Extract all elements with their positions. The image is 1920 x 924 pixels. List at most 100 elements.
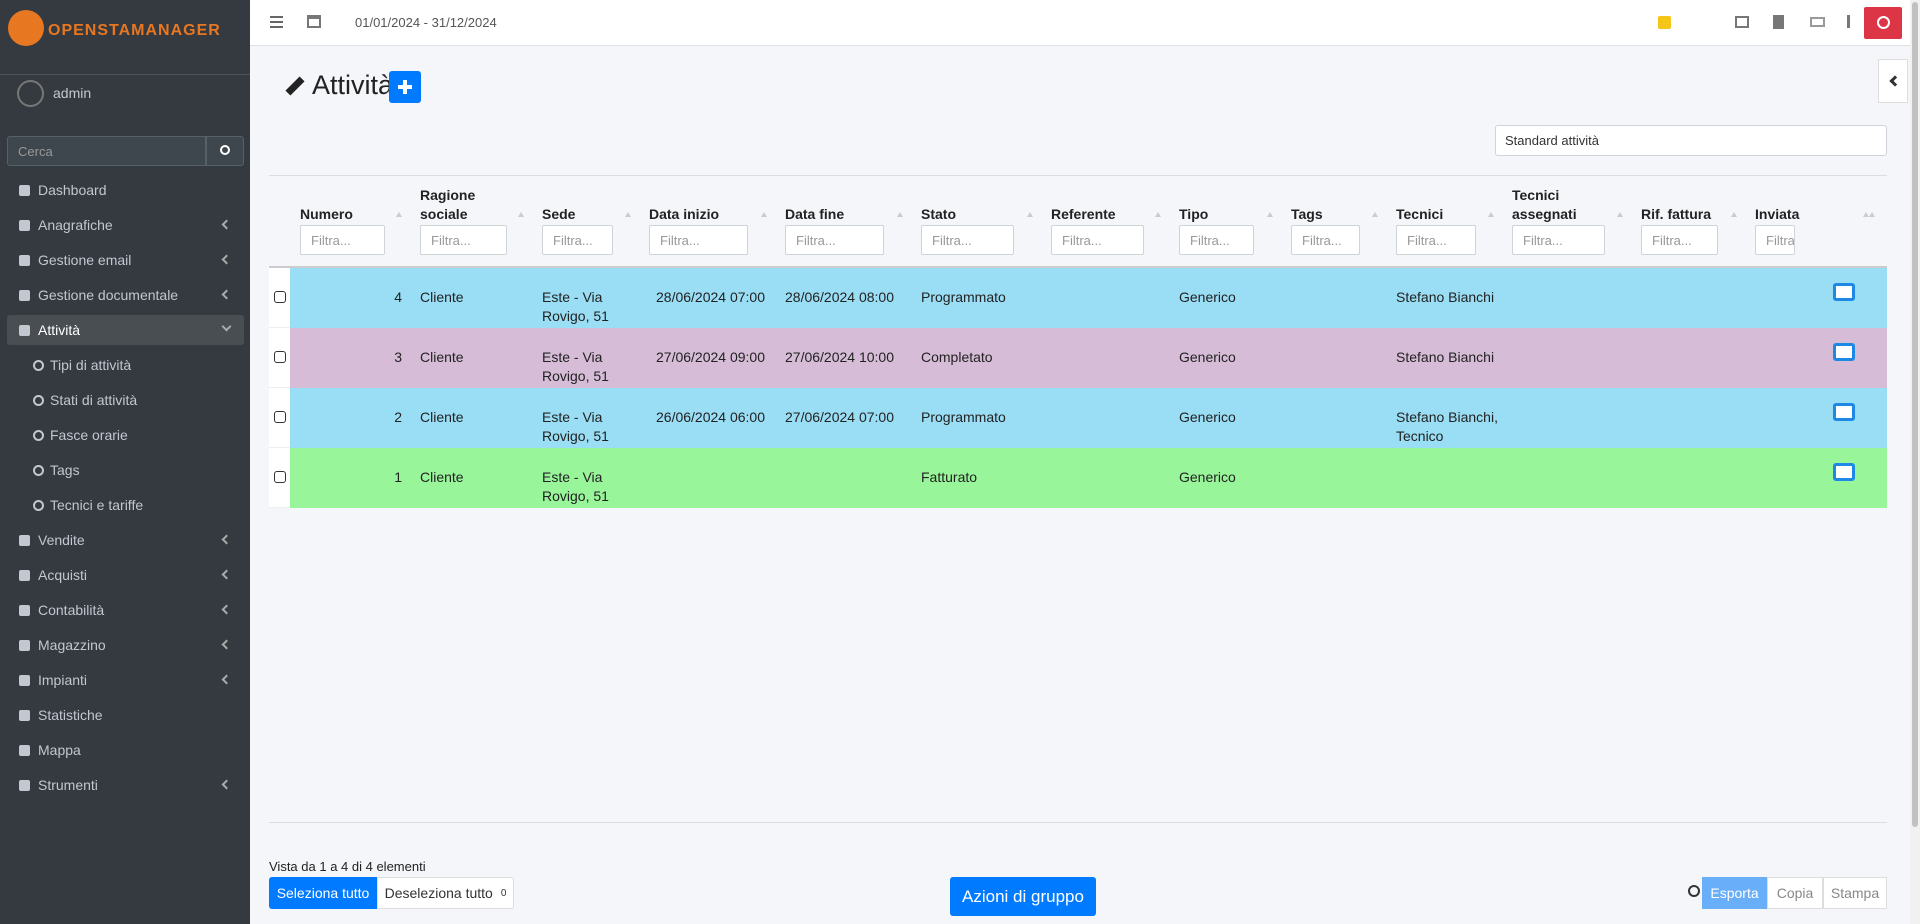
column-filter[interactable]: Filtra... [649, 225, 748, 255]
column-header[interactable]: Referente [1051, 206, 1116, 222]
menu-item[interactable]: Impianti [7, 665, 244, 695]
menu-label: Gestione documentale [38, 287, 179, 303]
logout-button[interactable] [1864, 7, 1902, 39]
column-header[interactable]: Tecnici [1396, 206, 1444, 222]
column-filter[interactable]: Filtra... [420, 225, 507, 255]
table-row[interactable] [290, 388, 1887, 448]
copy-button[interactable]: Copia [1767, 877, 1823, 909]
menu-item[interactable]: Anagrafiche [7, 210, 244, 240]
checkbox[interactable] [274, 411, 286, 423]
add-button[interactable] [389, 71, 421, 103]
column-filter[interactable]: Filtra... [300, 225, 385, 255]
column-filter[interactable]: Filtra... [1755, 225, 1795, 255]
submenu-item[interactable]: Tipi di attività [7, 350, 244, 380]
print-icon[interactable] [1833, 403, 1855, 421]
print-icon[interactable] [1833, 463, 1855, 481]
notifications[interactable] [1658, 16, 1671, 29]
column-filter[interactable]: Filtra... [1051, 225, 1144, 255]
help-icon[interactable] [1688, 885, 1700, 897]
column-filter[interactable]: Filtra... [1396, 225, 1476, 255]
column-header[interactable]: Tags [1291, 206, 1323, 222]
print-icon[interactable] [1833, 283, 1855, 301]
menu-item[interactable]: Attività [7, 315, 244, 345]
info-icon[interactable] [1847, 15, 1850, 28]
print-icon[interactable] [1833, 343, 1855, 361]
chevron [221, 534, 232, 545]
print-icon[interactable] [1735, 16, 1749, 28]
print-button[interactable]: Stampa [1823, 877, 1887, 909]
docs-icon[interactable] [1773, 15, 1784, 29]
menu-item[interactable]: Strumenti [7, 770, 244, 800]
column-header[interactable]: Stato [921, 206, 956, 222]
table-cell: 27/06/2024 07:00 [785, 409, 894, 425]
submenu-item[interactable]: Tags [7, 455, 244, 485]
table-row[interactable] [290, 328, 1887, 388]
column-header[interactable]: Numero [300, 206, 353, 222]
chevron [221, 219, 232, 230]
period[interactable]: 01/01/2024 - 31/12/2024 [355, 15, 497, 30]
select-all[interactable]: Seleziona tutto [269, 877, 377, 909]
column-filter[interactable]: Filtra... [921, 225, 1014, 255]
submenu-item[interactable]: Tecnici e tariffe [7, 490, 244, 520]
view-select[interactable]: Standard attività [1495, 125, 1887, 156]
export-button[interactable]: Esporta [1702, 877, 1767, 909]
column-filter[interactable]: Filtra... [542, 225, 613, 255]
submenu-item[interactable]: Fasce orarie [7, 420, 244, 450]
table-cell: Este - Via Rovigo, 51 [542, 469, 609, 504]
side-panel-toggle[interactable] [1878, 59, 1908, 103]
column-filter[interactable]: Filtra... [785, 225, 884, 255]
column-header[interactable]: Inviata [1755, 206, 1800, 222]
menu-icon [19, 289, 30, 301]
column-header[interactable]: Tecnici assegnati [1512, 187, 1577, 222]
deselect-all[interactable]: Deseleziona tutto 0 [377, 877, 514, 909]
column-filter[interactable]: Filtra... [1291, 225, 1360, 255]
column-header[interactable]: Rif. fattura [1641, 206, 1711, 222]
menu-item[interactable]: Magazzino [7, 630, 244, 660]
menu-item[interactable]: Statistiche [7, 700, 244, 730]
menu-item[interactable]: Contabilità [7, 595, 244, 625]
checkbox[interactable] [274, 291, 286, 303]
table-cell: 1 [394, 469, 402, 485]
column-header[interactable]: Tipo [1179, 206, 1209, 222]
table-row[interactable] [290, 268, 1887, 328]
column-header[interactable]: Sede [542, 206, 576, 222]
menu-item[interactable]: Mappa [7, 735, 244, 765]
checkbox[interactable] [274, 471, 286, 483]
column-header[interactable]: Data inizio [649, 206, 720, 222]
menu-item[interactable]: Vendite [7, 525, 244, 555]
submenu-item[interactable]: Stati di attività [7, 385, 244, 415]
table-cell: 28/06/2024 07:00 [656, 289, 765, 305]
submenu-label: Stati di attività [50, 392, 138, 408]
user-name[interactable]: admin [53, 85, 92, 101]
page-title: Attività [312, 70, 394, 100]
menu-icon [19, 219, 30, 231]
menu-icon [19, 604, 30, 616]
menu-toggle[interactable] [270, 16, 283, 18]
column-filter[interactable]: Filtra... [1179, 225, 1254, 255]
avatar [17, 80, 44, 107]
menu-item[interactable]: Acquisti [7, 560, 244, 590]
deselect-label: Deseleziona tutto [384, 885, 493, 901]
column-header[interactable]: Ragione sociale [420, 187, 476, 222]
table-cell: 28/06/2024 08:00 [785, 289, 894, 305]
menu-icon [19, 184, 30, 196]
checkbox[interactable] [274, 351, 286, 363]
calendar-icon[interactable] [307, 15, 321, 28]
column-filter[interactable]: Filtra... [1512, 225, 1605, 255]
table-cell: Este - Via Rovigo, 51 [542, 289, 609, 324]
column-filter[interactable]: Filtra... [1641, 225, 1718, 255]
table-row[interactable] [290, 448, 1887, 508]
column-header[interactable]: Data fine [785, 206, 845, 222]
menu-item[interactable]: Gestione email [7, 245, 244, 275]
keyboard-icon[interactable] [1810, 17, 1825, 27]
search-button[interactable] [206, 136, 244, 166]
search-input[interactable]: Cerca [7, 136, 206, 166]
menu-item[interactable]: Gestione documentale [7, 280, 244, 310]
bulk-actions[interactable]: Azioni di gruppo [950, 877, 1096, 916]
menu-item[interactable]: Dashboard [7, 175, 244, 205]
chevron [221, 779, 232, 790]
table-cell: Stefano Bianchi, Tecnico [1396, 409, 1498, 444]
sort-indicator [625, 212, 631, 217]
sort-indicator [396, 212, 402, 217]
submenu-icon [33, 499, 44, 511]
